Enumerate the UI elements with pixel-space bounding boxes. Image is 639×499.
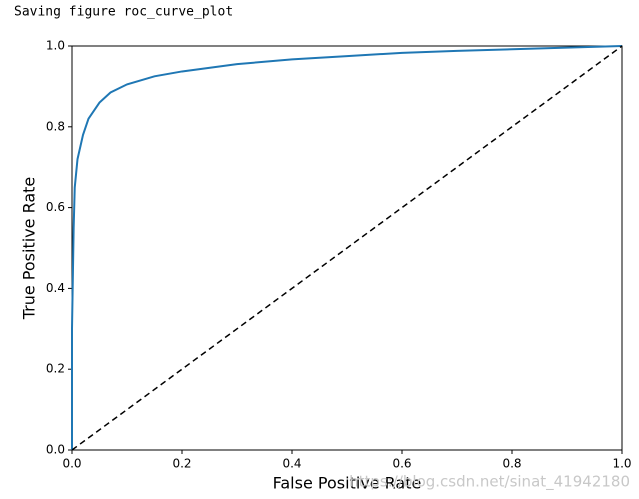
y-tick-label: 0.6	[46, 200, 65, 214]
x-axis-label: False Positive Rate	[273, 474, 422, 493]
x-tick-label: 0.8	[502, 457, 521, 471]
dashed-line	[71, 45, 623, 451]
x-tick-label: 0.6	[392, 457, 411, 471]
x-tick-label: 0.0	[62, 457, 81, 471]
y-axis-label: True Positive Rate	[20, 177, 39, 321]
y-tick-label: 0.4	[46, 281, 65, 295]
y-tick-label: 1.0	[46, 39, 65, 53]
y-tick-label: 0.0	[46, 443, 65, 457]
roc-curve	[71, 45, 623, 450]
x-tick-label: 0.2	[172, 457, 191, 471]
x-tick-label: 1.0	[612, 457, 631, 471]
plot-frame	[71, 45, 623, 451]
y-tick-label: 0.8	[46, 119, 65, 133]
x-tick-label: 0.4	[282, 457, 301, 471]
y-tick-label: 0.2	[46, 362, 65, 376]
output-text: Saving figure roc_curve_plot	[14, 5, 233, 20]
watermark: https://blog.csdn.net/sinat_41942180	[349, 473, 630, 492]
